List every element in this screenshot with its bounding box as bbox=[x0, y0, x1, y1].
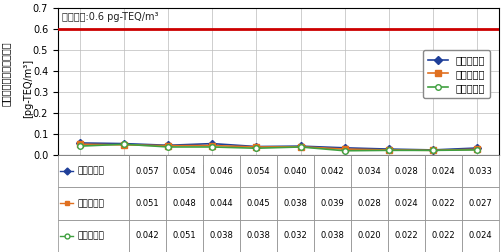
Text: 0.020: 0.020 bbox=[357, 231, 381, 240]
Text: 0.022: 0.022 bbox=[431, 231, 455, 240]
Text: 大師測定局: 大師測定局 bbox=[78, 167, 105, 176]
生田浄水場 bbox=[474, 148, 480, 151]
Text: 生田浄水場: 生田浄水場 bbox=[78, 231, 105, 240]
Text: 0.054: 0.054 bbox=[246, 167, 270, 176]
Text: 0.038: 0.038 bbox=[283, 199, 307, 208]
Text: ダイオキシン類測定濃度: ダイオキシン類測定濃度 bbox=[1, 42, 11, 106]
Text: 0.039: 0.039 bbox=[321, 199, 344, 208]
大師測定局 bbox=[77, 141, 83, 144]
中原測定局 bbox=[474, 148, 480, 151]
Text: 0.038: 0.038 bbox=[246, 231, 270, 240]
大師測定局 bbox=[209, 142, 215, 145]
Text: 0.028: 0.028 bbox=[395, 167, 418, 176]
Text: 0.028: 0.028 bbox=[357, 199, 381, 208]
Text: 0.033: 0.033 bbox=[469, 167, 492, 176]
大師測定局 bbox=[386, 148, 392, 151]
大師測定局 bbox=[430, 148, 436, 151]
Text: 0.051: 0.051 bbox=[135, 199, 159, 208]
Text: 0.051: 0.051 bbox=[172, 231, 196, 240]
Text: 0.024: 0.024 bbox=[395, 199, 418, 208]
生田浄水場 bbox=[165, 145, 171, 148]
大師測定局 bbox=[165, 144, 171, 147]
中原測定局 bbox=[209, 144, 215, 147]
Text: 0.032: 0.032 bbox=[283, 231, 307, 240]
Text: 0.044: 0.044 bbox=[209, 199, 233, 208]
Text: 0.042: 0.042 bbox=[321, 167, 344, 176]
生田浄水場 bbox=[386, 149, 392, 152]
中原測定局 bbox=[297, 145, 303, 148]
Text: 0.027: 0.027 bbox=[469, 199, 492, 208]
大師測定局 bbox=[254, 145, 260, 148]
生田浄水場 bbox=[209, 145, 215, 148]
中原測定局 bbox=[165, 144, 171, 147]
Text: 0.024: 0.024 bbox=[469, 231, 492, 240]
中原測定局 bbox=[342, 148, 348, 151]
Text: 環境基準:0.6 pg-TEQ/m³: 環境基準:0.6 pg-TEQ/m³ bbox=[62, 12, 159, 22]
Text: 0.057: 0.057 bbox=[135, 167, 159, 176]
Text: [pg-TEQ/m³]: [pg-TEQ/m³] bbox=[23, 59, 33, 118]
中原測定局 bbox=[121, 143, 127, 146]
Text: 0.022: 0.022 bbox=[431, 199, 455, 208]
Line: 中原測定局: 中原測定局 bbox=[77, 141, 480, 153]
大師測定局 bbox=[342, 146, 348, 149]
Text: 0.048: 0.048 bbox=[172, 199, 196, 208]
大師測定局 bbox=[474, 146, 480, 149]
中原測定局 bbox=[77, 143, 83, 146]
中原測定局 bbox=[430, 149, 436, 152]
Text: 0.024: 0.024 bbox=[431, 167, 455, 176]
中原測定局 bbox=[386, 148, 392, 151]
Text: 0.054: 0.054 bbox=[172, 167, 196, 176]
Text: 中原測定局: 中原測定局 bbox=[78, 199, 105, 208]
生田浄水場 bbox=[254, 147, 260, 150]
生田浄水場 bbox=[297, 145, 303, 148]
生田浄水場 bbox=[342, 149, 348, 152]
Line: 生田浄水場: 生田浄水場 bbox=[77, 141, 480, 153]
生田浄水場 bbox=[77, 145, 83, 148]
Text: 0.046: 0.046 bbox=[209, 167, 233, 176]
大師測定局 bbox=[297, 145, 303, 148]
生田浄水場 bbox=[121, 143, 127, 146]
Text: 0.038: 0.038 bbox=[209, 231, 233, 240]
Text: 0.034: 0.034 bbox=[357, 167, 381, 176]
Text: 0.045: 0.045 bbox=[246, 199, 270, 208]
Text: 0.022: 0.022 bbox=[395, 231, 418, 240]
生田浄水場 bbox=[430, 149, 436, 152]
Text: 0.040: 0.040 bbox=[283, 167, 307, 176]
Text: 0.038: 0.038 bbox=[321, 231, 344, 240]
大師測定局 bbox=[121, 142, 127, 145]
Line: 大師測定局: 大師測定局 bbox=[77, 140, 480, 153]
中原測定局 bbox=[254, 145, 260, 148]
Legend: 大師測定局, 中原測定局, 生田浄水場: 大師測定局, 中原測定局, 生田浄水場 bbox=[423, 50, 490, 98]
Text: 0.042: 0.042 bbox=[135, 231, 159, 240]
